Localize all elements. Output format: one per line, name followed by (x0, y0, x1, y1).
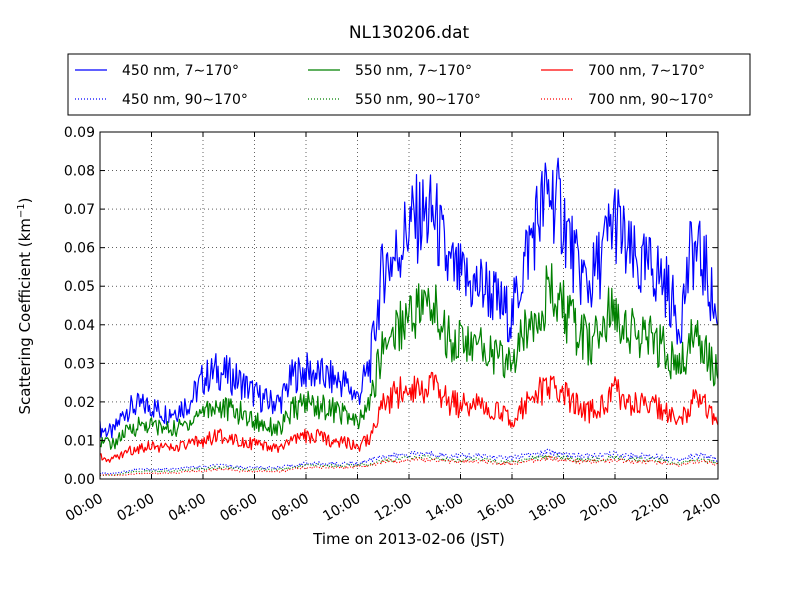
y-tick-label: 0.00 (64, 472, 95, 488)
y-tick-label: 0.04 (64, 318, 95, 334)
x-tick-label: 02:00 (114, 491, 157, 525)
x-tick-label: 00:00 (63, 491, 106, 525)
y-axis-label-superscript: −1 (16, 203, 27, 218)
plot-area: 00:00 02:00 04:00 06:00 08:00 10:00 12:00 14:00… (63, 125, 724, 525)
x-tick-label: 24:00 (681, 491, 724, 525)
x-tick-label: 06:00 (217, 491, 260, 525)
series-layer (99, 157, 719, 477)
legend-label: 550 nm, 7∼170° (355, 63, 472, 79)
x-tick-label: 16:00 (475, 491, 518, 525)
series-line (99, 157, 719, 439)
legend-label: 700 nm, 7∼170° (588, 63, 705, 79)
legend: 450 nm, 7∼170° 550 nm, 7∼170° 700 nm, 7∼17… (67, 53, 751, 116)
x-tick-label: 12:00 (372, 491, 415, 525)
y-axis-label: Scattering Coefficient (km−1) (16, 197, 34, 414)
x-tick-label: 18:00 (526, 491, 569, 525)
y-tick-label: 0.01 (64, 433, 95, 449)
legend-label: 450 nm, 90∼170° (122, 92, 248, 108)
x-tick-label: 10:00 (320, 491, 363, 525)
legend-label: 450 nm, 7∼170° (122, 63, 239, 79)
y-tick-label: 0.08 (64, 164, 95, 180)
y-axis-label-text: Scattering Coefficient (km (16, 218, 34, 414)
x-axis-label: Time on 2013-02-06 (JST) (312, 530, 505, 548)
x-tick-label: 20:00 (578, 491, 621, 525)
x-tick-label: 08:00 (269, 491, 312, 525)
y-tick-label: 0.09 (64, 125, 95, 141)
y-tick-label: 0.06 (64, 241, 95, 257)
legend-box (67, 53, 751, 116)
x-tick-label: 04:00 (166, 491, 209, 525)
y-axis-label-end: ) (16, 197, 34, 203)
y-tick-label: 0.03 (64, 356, 95, 372)
y-tick-label: 0.02 (64, 395, 95, 411)
x-tick-label: 14:00 (423, 491, 466, 525)
y-tick-label: 0.05 (64, 279, 95, 295)
series-line (99, 454, 719, 477)
legend-label: 700 nm, 90∼170° (588, 92, 714, 108)
series-line (99, 371, 719, 463)
legend-label: 550 nm, 90∼170° (355, 92, 481, 108)
y-tick-label: 0.07 (64, 202, 95, 218)
series-line (99, 263, 719, 450)
x-tick-label: 22:00 (629, 491, 672, 525)
chart-title: NL130206.dat (349, 23, 470, 43)
